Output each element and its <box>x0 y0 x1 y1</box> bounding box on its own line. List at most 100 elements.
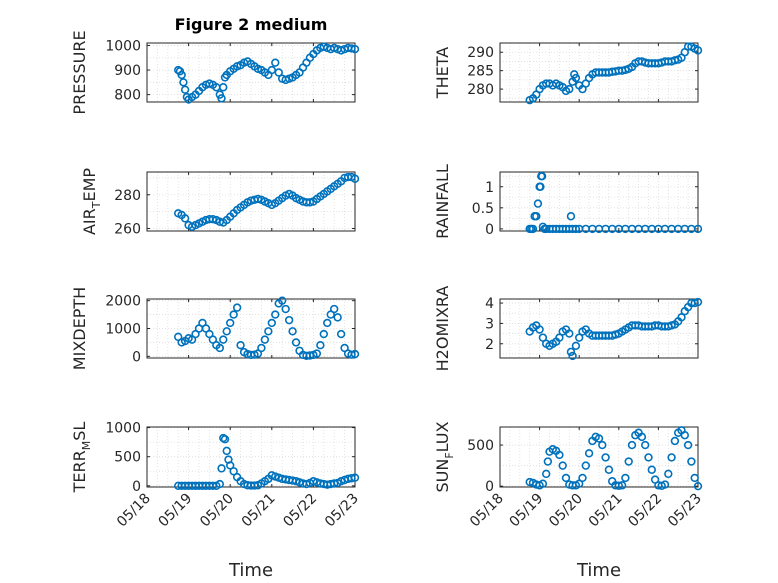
data-point <box>537 172 547 181</box>
subplot-theta: 280 285 290 THETA <box>433 42 703 105</box>
data-point <box>604 465 614 474</box>
data-point <box>565 329 574 338</box>
data-point <box>558 461 567 470</box>
data-point <box>257 343 266 353</box>
figure-title: Figure 2 medium <box>175 15 328 34</box>
data-point <box>281 304 290 314</box>
x-tick-label: 05/19 <box>156 491 196 531</box>
data-point <box>219 335 228 344</box>
x-tick-label: 05/21 <box>239 491 279 531</box>
x-tick-label: 05/19 <box>507 491 547 531</box>
axes-box <box>146 42 356 103</box>
y-tick-label: 280 <box>114 188 141 204</box>
data-point <box>219 83 228 92</box>
x-tick-label: 05/22 <box>280 491 320 531</box>
subplot-pressure: 800 900 1000 PRESSURE <box>70 30 360 115</box>
y-axis-label: MIXDEPTH <box>70 287 89 370</box>
data-point <box>621 473 630 483</box>
data-point <box>347 44 356 53</box>
data-point <box>288 327 297 336</box>
data-point <box>670 436 680 446</box>
y-axis-label: RAINFALL <box>433 164 452 239</box>
x-tick-label: 05/22 <box>625 491 665 531</box>
y-tick-label: 0 <box>132 479 141 495</box>
data-point <box>624 457 633 466</box>
plot-area <box>500 172 698 231</box>
data-point <box>323 318 332 328</box>
data-point <box>566 347 576 357</box>
y-tick-label: 1000 <box>105 38 141 54</box>
data-point <box>627 440 637 450</box>
data-point <box>683 440 693 450</box>
axes-box <box>499 171 699 232</box>
data-point <box>536 182 545 191</box>
data-point <box>687 457 696 466</box>
data-point <box>319 329 328 339</box>
y-tick-label: 500 <box>114 450 141 466</box>
x-tick-label: 05/18 <box>467 491 507 531</box>
data-point <box>647 465 656 474</box>
data-point <box>264 327 273 336</box>
data-point <box>350 44 360 54</box>
subplot-rainfall: 0 0.5 1 RAINFALL <box>433 164 703 239</box>
data-point <box>208 215 218 224</box>
data-point <box>333 313 342 322</box>
x-axis-label: Time <box>576 560 621 581</box>
x-tick-label: 05/23 <box>322 491 362 531</box>
subplot-air_temp: 260 280 AIRTEMP <box>80 168 360 237</box>
data-point <box>278 296 287 305</box>
y-tick-label: 280 <box>467 82 494 98</box>
data-point <box>528 224 538 234</box>
data-point <box>179 78 188 87</box>
data-point <box>232 303 242 312</box>
y-axis-label: TERRMSL <box>70 422 93 494</box>
y-axis-label: SUNFLUX <box>433 421 456 492</box>
y-tick-label: 500 <box>467 438 494 454</box>
y-tick-label: 0 <box>485 222 494 238</box>
data-point <box>664 469 673 479</box>
data-point <box>217 464 226 473</box>
y-axis-label: PRESSURE <box>70 30 89 114</box>
y-axis-label: THETA <box>433 47 452 99</box>
data-point <box>347 350 356 359</box>
x-tick-label: 05/21 <box>586 491 626 531</box>
x-tick-label: 05/23 <box>665 491 705 531</box>
y-tick-label: 2000 <box>105 294 141 310</box>
y-tick-label: 0 <box>485 479 494 495</box>
data-point <box>584 449 594 458</box>
data-point <box>180 214 190 223</box>
data-point <box>222 446 231 456</box>
y-tick-label: 3 <box>485 316 494 332</box>
data-point <box>226 318 235 328</box>
data-point <box>598 440 607 450</box>
y-tick-label: 4 <box>485 296 494 312</box>
data-point <box>568 351 577 361</box>
y-tick-label: 0 <box>132 349 141 365</box>
data-point <box>260 335 270 344</box>
data-point <box>253 194 263 204</box>
data-point <box>555 333 564 342</box>
data-point <box>217 94 226 103</box>
data-point <box>614 481 623 490</box>
subplot-terr_msl: 0 500 1000 05/18 05/19 05/20 05/21 05/22 05/23 Ti… <box>70 421 362 581</box>
x-tick-label: 05/18 <box>114 491 154 531</box>
data-point <box>565 84 574 94</box>
data-point <box>601 453 610 462</box>
data-point <box>274 68 283 77</box>
y-axis-label: H2OMIXRA <box>433 286 452 372</box>
y-tick-label: 800 <box>114 88 141 104</box>
data-point <box>693 481 703 491</box>
data-point <box>535 325 544 334</box>
data-point <box>680 431 689 440</box>
y-tick-label: 0.5 <box>472 201 494 217</box>
data-point <box>226 461 235 470</box>
data-point <box>693 46 703 55</box>
data-point <box>330 479 339 488</box>
data-point <box>677 313 686 322</box>
plot-area <box>147 43 355 102</box>
data-point <box>330 304 339 314</box>
y-tick-label: 260 <box>114 221 141 237</box>
data-point <box>267 318 276 328</box>
y-axis-label: AIRTEMP <box>80 168 103 235</box>
